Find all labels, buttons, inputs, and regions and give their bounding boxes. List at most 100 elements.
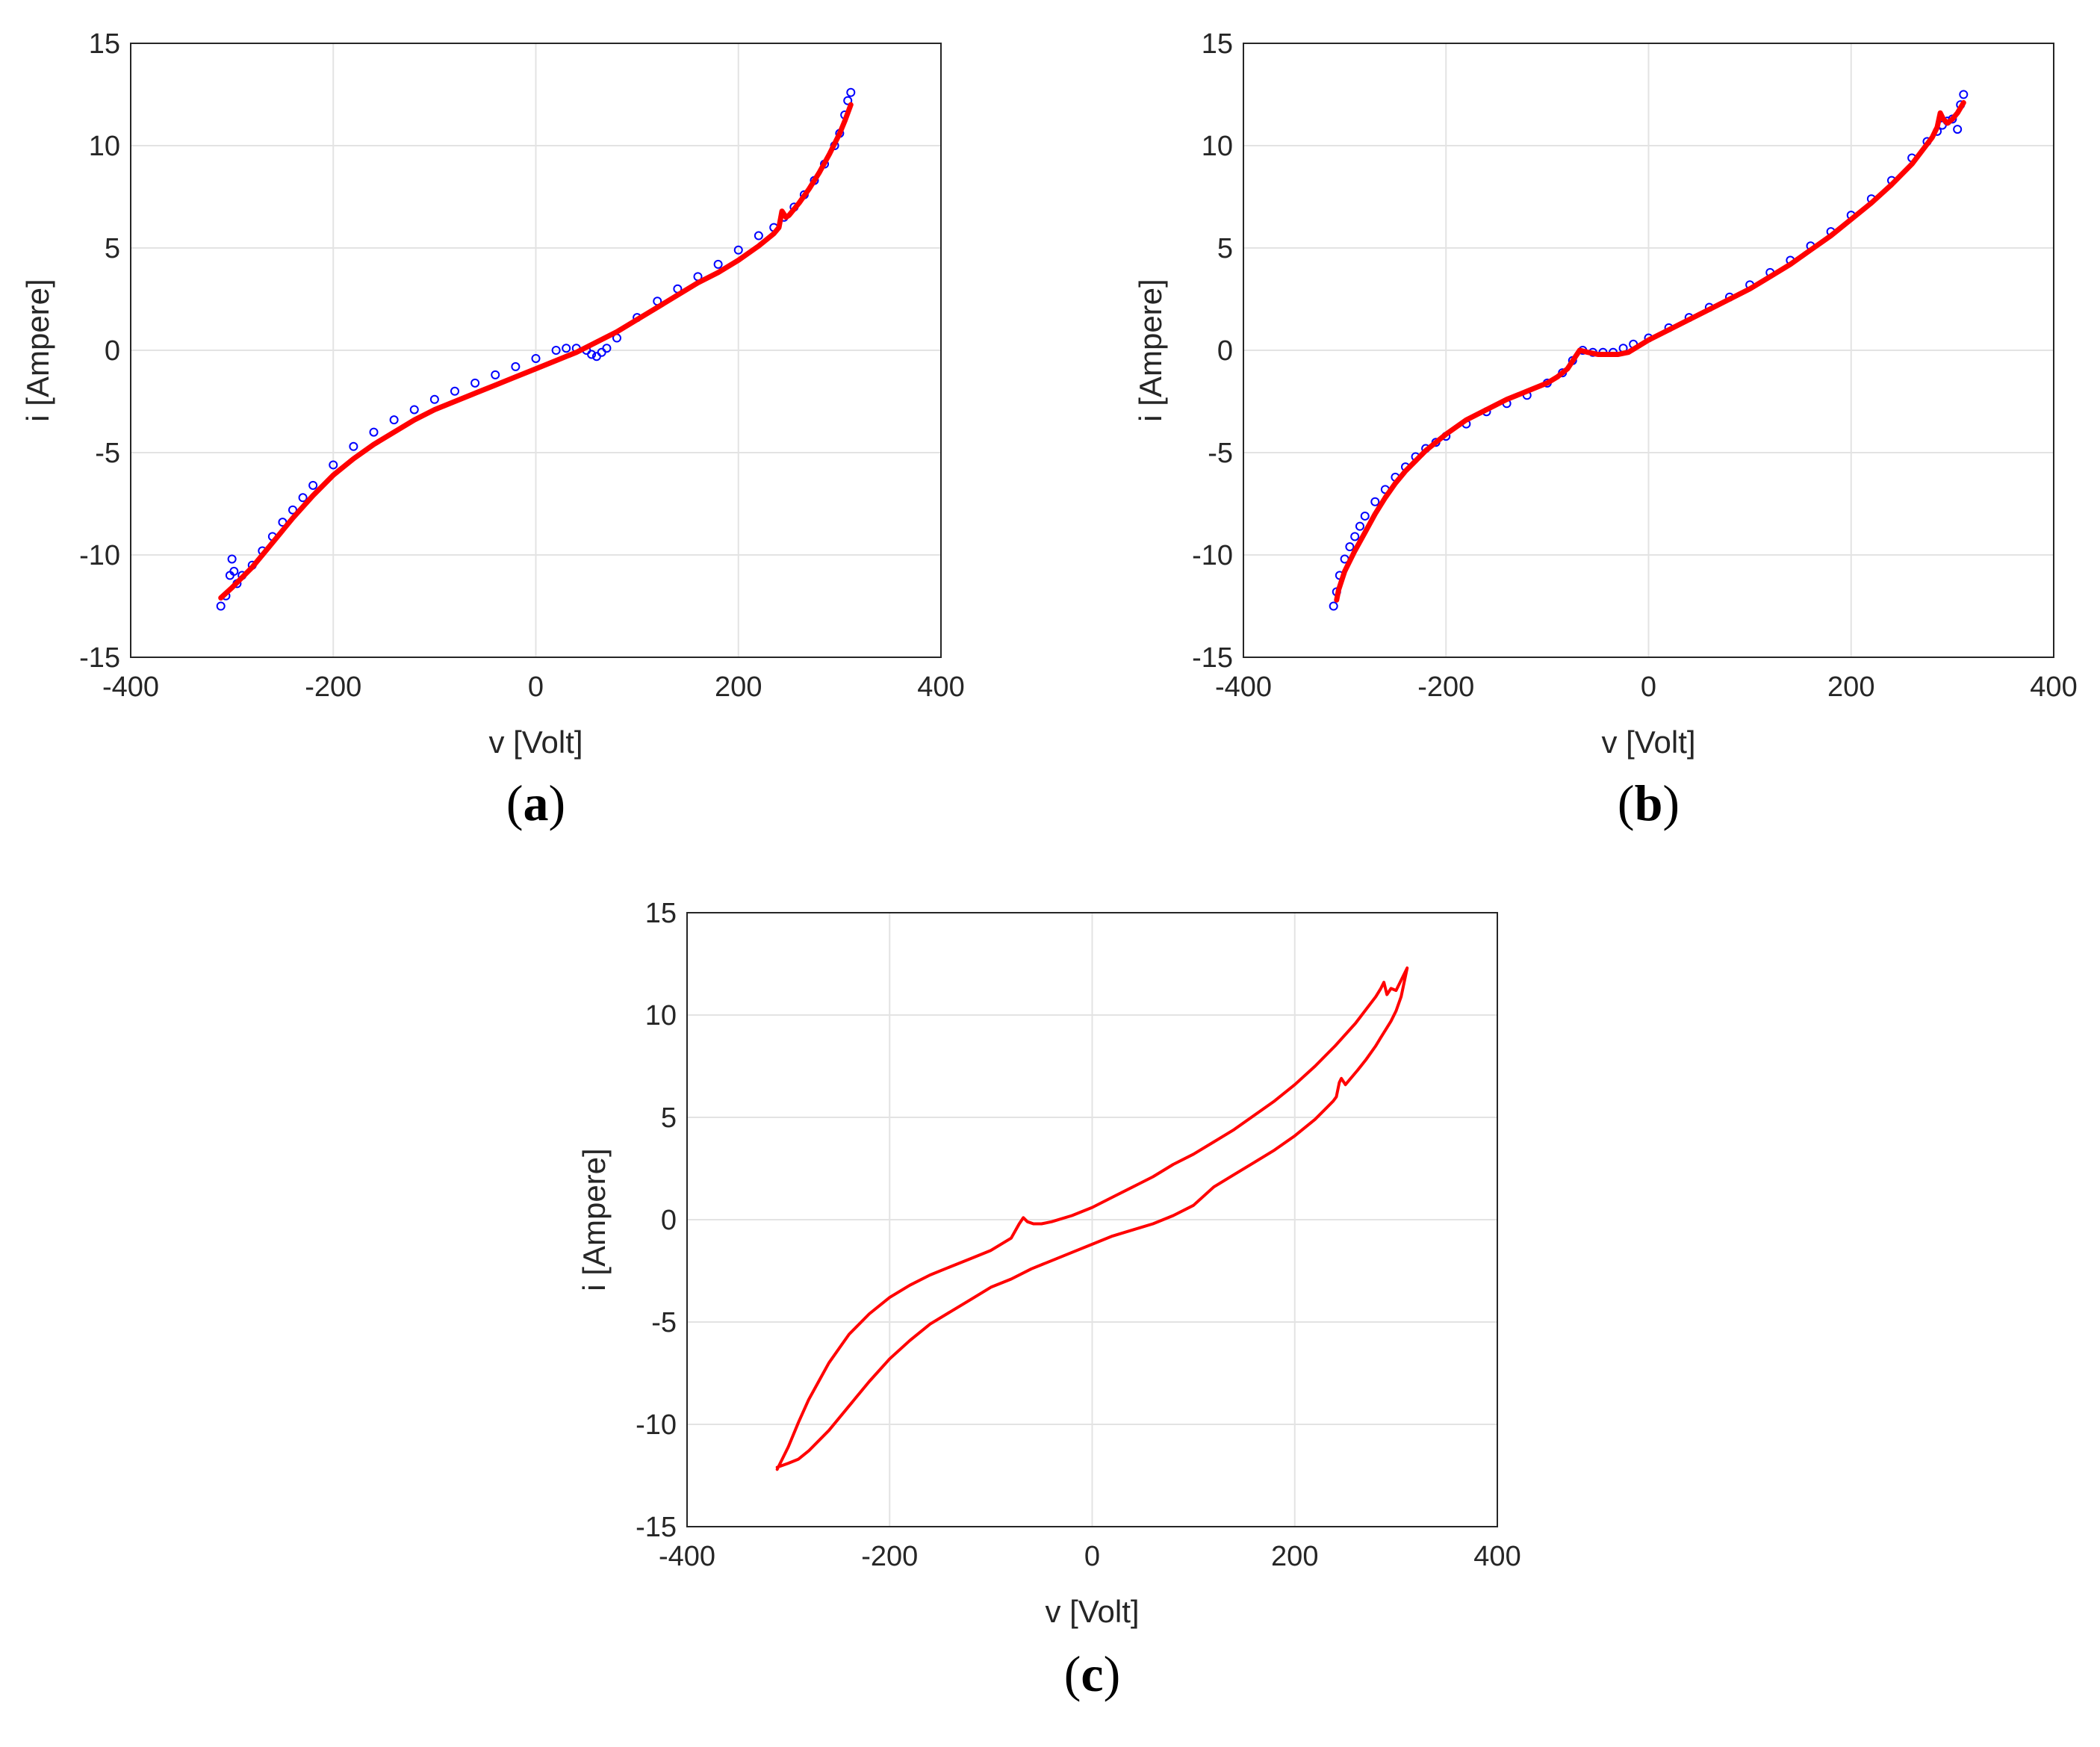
chart-b-x-axis-label: v [Volt] xyxy=(1601,724,1695,760)
chart-a-data-point xyxy=(602,344,612,353)
chart-a-data-point xyxy=(733,245,743,255)
chart-b-axes xyxy=(1243,43,2054,658)
chart-a-data-point xyxy=(429,394,439,404)
chart-a-x-tick-label: -200 xyxy=(305,671,361,703)
chart-c-y-tick-label: -10 xyxy=(636,1409,677,1441)
chart-c-grid xyxy=(687,913,1497,1527)
chart-a-data-point xyxy=(329,460,338,470)
chart-panel-b: -400 -200 0 200 400 -15 -10 -5 0 5 10 15 v [Volt] i… xyxy=(1133,28,2078,831)
chart-b-series-line-1 xyxy=(1334,100,1966,603)
chart-a-data-point xyxy=(389,415,399,425)
chart-a-data-point xyxy=(369,427,379,437)
chart-a-caption-close: ) xyxy=(549,775,566,831)
chart-a-series xyxy=(216,87,856,611)
chart-b-data-point xyxy=(1953,125,1963,134)
chart-a-y-tick-label: -15 xyxy=(79,642,120,674)
chart-b-data-point xyxy=(1360,511,1370,521)
chart-a-y-tick-label: 10 xyxy=(89,131,120,162)
chart-a-data-point xyxy=(562,344,571,353)
chart-c-caption: (c) xyxy=(1064,1645,1121,1702)
chart-b-y-tick-label: 0 xyxy=(1217,335,1233,367)
chart-a-data-point xyxy=(713,259,723,269)
chart-c-x-tick-label: -200 xyxy=(861,1541,918,1572)
chart-panel-c: -400 -200 0 200 400 -15 -10 -5 0 5 10 15 v [Volt] i… xyxy=(577,898,1521,1702)
chart-a-data-point xyxy=(308,480,318,490)
chart-a-y-axis-label: i [Ampere] xyxy=(20,279,55,421)
chart-b-y-tick-label: 5 xyxy=(1217,233,1233,264)
chart-a-data-point xyxy=(349,441,358,451)
chart-a-caption-letter: a xyxy=(524,775,549,831)
chart-b-data-point xyxy=(1329,601,1338,611)
chart-b-x-tick-label: -200 xyxy=(1417,671,1474,703)
chart-a-x-tick-label: 400 xyxy=(917,671,964,703)
chart-a-data-point xyxy=(491,370,500,379)
chart-b-caption: (b) xyxy=(1618,775,1680,831)
chart-a-data-point xyxy=(843,96,853,105)
chart-c-y-tick-label: -5 xyxy=(651,1307,677,1338)
chart-a-data-point xyxy=(531,353,541,363)
chart-c-y-tick-label: 15 xyxy=(645,898,677,929)
chart-a-y-tick-label: -5 xyxy=(95,438,120,469)
chart-c-x-axis-label: v [Volt] xyxy=(1045,1594,1139,1629)
chart-c-x-tick-label: 200 xyxy=(1271,1541,1318,1572)
chart-c-series xyxy=(775,966,1409,1471)
chart-a-x-tick-label: 200 xyxy=(715,671,762,703)
chart-a-data-point xyxy=(551,346,561,355)
chart-a-data-point xyxy=(450,386,459,396)
chart-b-y-tick-label: 10 xyxy=(1202,131,1233,162)
chart-c-tick-labels: -400 -200 0 200 400 -15 -10 -5 0 5 10 15 xyxy=(636,898,1521,1572)
chart-a-y-tick-label: -10 xyxy=(79,540,120,571)
chart-b-data-point xyxy=(1959,90,1969,99)
chart-a-caption-open: ( xyxy=(506,775,524,831)
chart-panel-a: -400 -200 0 200 400 -15 -10 -5 0 5 10 15 v [Volt] i… xyxy=(20,28,965,831)
chart-b-x-tick-label: 200 xyxy=(1827,671,1874,703)
chart-b-data-point xyxy=(1370,497,1380,506)
chart-c-y-tick-label: 5 xyxy=(661,1102,677,1134)
chart-b-grid xyxy=(1243,43,2054,657)
chart-b-x-tick-label: 400 xyxy=(2030,671,2077,703)
chart-a-data-point xyxy=(227,554,237,564)
chart-b-caption-close: ) xyxy=(1662,775,1680,831)
chart-a-x-tick-label: -400 xyxy=(102,671,159,703)
chart-b-y-tick-label: -10 xyxy=(1192,540,1233,571)
chart-c-caption-close: ) xyxy=(1104,1645,1121,1702)
chart-a-y-tick-label: 15 xyxy=(89,28,120,60)
chart-a-data-point xyxy=(216,601,226,611)
chart-b-tick-labels: -400 -200 0 200 400 -15 -10 -5 0 5 10 15 xyxy=(1192,28,2078,703)
chart-a-data-point xyxy=(409,405,419,415)
chart-b-data-point xyxy=(1355,521,1364,531)
chart-b-caption-open: ( xyxy=(1618,775,1635,831)
chart-b-y-tick-label: -5 xyxy=(1208,438,1233,469)
chart-a-data-point xyxy=(288,505,297,515)
chart-a-x-tick-label: 0 xyxy=(528,671,544,703)
chart-b-caption-letter: b xyxy=(1635,775,1663,831)
chart-a-data-point xyxy=(511,361,521,371)
chart-c-caption-open: ( xyxy=(1064,1645,1081,1702)
chart-c-y-tick-label: 10 xyxy=(645,1000,677,1031)
chart-b-y-axis-label: i [Ampere] xyxy=(1133,279,1168,421)
chart-a-y-tick-label: 0 xyxy=(105,335,120,367)
chart-a-data-point xyxy=(754,231,763,241)
chart-a-data-point xyxy=(587,350,597,359)
chart-a-tick-labels: -400 -200 0 200 400 -15 -10 -5 0 5 10 15 xyxy=(79,28,965,703)
chart-a-axes xyxy=(130,43,942,658)
chart-c-caption-letter: c xyxy=(1081,1645,1103,1702)
chart-b-y-tick-label: 15 xyxy=(1202,28,1233,60)
chart-c-series-line-0 xyxy=(775,966,1409,1471)
chart-a-data-point xyxy=(470,378,480,388)
chart-a-data-point xyxy=(298,493,308,503)
chart-a-series-line-1 xyxy=(218,102,854,601)
chart-b-data-point xyxy=(1345,542,1355,552)
chart-b-x-tick-label: -400 xyxy=(1215,671,1272,703)
chart-a-y-tick-label: 5 xyxy=(105,233,120,264)
chart-c-axes xyxy=(686,912,1498,1527)
chart-b-series xyxy=(1329,90,1969,611)
chart-c-y-tick-label: 0 xyxy=(661,1205,677,1236)
chart-c-x-tick-label: 0 xyxy=(1084,1541,1100,1572)
chart-c-x-tick-label: 400 xyxy=(1473,1541,1520,1572)
chart-c-x-tick-label: -400 xyxy=(659,1541,715,1572)
chart-c-y-tick-label: -15 xyxy=(636,1512,677,1543)
chart-a-data-point xyxy=(846,87,856,97)
chart-b-y-tick-label: -15 xyxy=(1192,642,1233,674)
